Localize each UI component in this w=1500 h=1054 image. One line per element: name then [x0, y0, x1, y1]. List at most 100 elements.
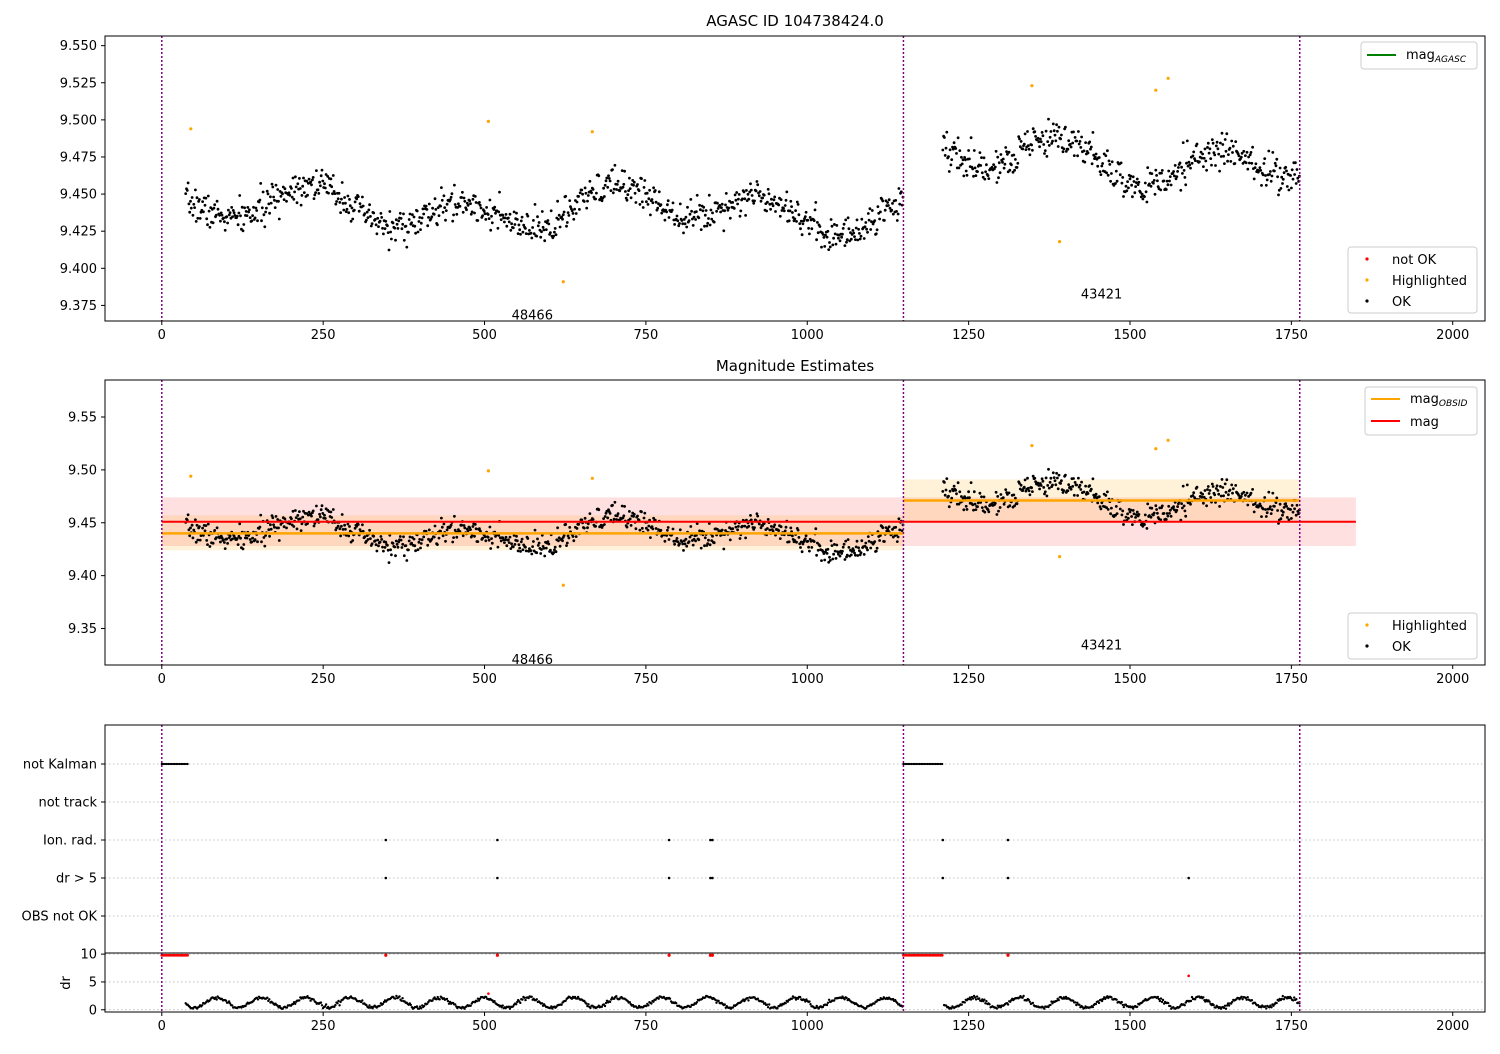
- data-point-ok: [1134, 185, 1137, 189]
- data-point-ok: [490, 214, 493, 218]
- data-point-ok: [426, 224, 430, 228]
- data-point-ok: [1156, 511, 1159, 515]
- data-point-ok: [841, 232, 844, 236]
- data-point-ok: [718, 204, 722, 207]
- dr-point: [336, 1002, 339, 1005]
- data-point-highlighted: [486, 469, 490, 473]
- data-point-ok: [1178, 161, 1182, 165]
- data-point-ok: [708, 223, 712, 227]
- data-point-ok: [518, 228, 522, 232]
- data-point-ok: [789, 526, 793, 530]
- data-point-ok: [442, 522, 446, 526]
- data-point-ok: [745, 189, 748, 192]
- data-point-ok: [1291, 510, 1295, 514]
- data-point-ok: [1055, 123, 1058, 127]
- data-point-ok: [453, 514, 456, 518]
- data-point-ok: [828, 241, 831, 244]
- data-point-ok: [1230, 483, 1234, 487]
- data-point-ok: [247, 210, 251, 214]
- dr-point: [436, 995, 439, 999]
- data-point-ok: [488, 198, 492, 202]
- data-point-ok: [741, 197, 744, 201]
- data-point-ok: [433, 524, 437, 528]
- data-point-ok: [766, 200, 769, 204]
- data-point-ok: [476, 540, 480, 543]
- data-point-ok: [463, 526, 467, 530]
- data-point-ok: [277, 199, 280, 203]
- data-point-ok: [1011, 170, 1015, 174]
- dr-point: [523, 996, 526, 999]
- data-point-ok: [566, 534, 570, 538]
- data-point-ok: [828, 559, 832, 562]
- data-point-ok: [829, 539, 833, 543]
- data-point-ok: [1162, 512, 1166, 515]
- dr-point: [1091, 1005, 1095, 1009]
- dr-point: [419, 1007, 423, 1010]
- data-point-ok: [980, 506, 984, 509]
- data-point-ok: [519, 232, 522, 236]
- data-point-ok: [1051, 122, 1055, 126]
- data-point-ok: [997, 509, 1000, 513]
- data-point-ok: [860, 539, 864, 543]
- data-point-ok: [363, 212, 367, 216]
- data-point-ok: [460, 523, 463, 527]
- data-point-ok: [499, 539, 503, 543]
- data-point-ok: [1217, 492, 1221, 496]
- data-point-ok: [547, 542, 551, 546]
- data-point-ok: [1293, 507, 1296, 511]
- x-tick-label: 1250: [952, 672, 985, 687]
- dr-point: [950, 1007, 953, 1010]
- data-point-ok: [1214, 164, 1217, 167]
- data-point-ok: [1296, 176, 1300, 180]
- data-point-ok: [1014, 158, 1017, 161]
- data-point-ok: [722, 547, 726, 551]
- data-point-ok: [1018, 482, 1021, 485]
- data-point-ok: [1077, 130, 1080, 133]
- data-point-ok: [383, 227, 387, 231]
- data-point-ok: [1021, 489, 1025, 492]
- data-point-ok: [348, 525, 351, 528]
- flag-point: [941, 762, 944, 766]
- data-point-ok: [1053, 479, 1057, 483]
- data-point-ok: [1057, 473, 1061, 477]
- data-point-ok: [1041, 134, 1045, 138]
- data-point-ok: [1089, 145, 1093, 149]
- data-point-ok: [1118, 507, 1122, 511]
- data-point-ok: [398, 211, 402, 215]
- data-point-ok: [1285, 169, 1288, 173]
- data-point-ok: [1140, 192, 1144, 196]
- data-point-ok: [1265, 178, 1269, 182]
- data-point-ok: [486, 535, 490, 539]
- data-point-ok: [394, 554, 397, 558]
- data-point-ok: [390, 553, 393, 557]
- data-point-ok: [448, 198, 452, 202]
- data-point-ok: [746, 192, 750, 196]
- data-point-ok: [481, 214, 484, 218]
- data-point-ok: [1002, 166, 1006, 170]
- data-point-ok: [466, 203, 470, 207]
- data-point-ok: [1284, 165, 1288, 169]
- data-point-ok: [1114, 169, 1118, 173]
- data-point-ok: [1019, 483, 1023, 487]
- data-point-ok: [695, 193, 699, 197]
- data-point-ok: [859, 234, 863, 238]
- data-point-ok: [565, 544, 568, 547]
- dr-point: [1031, 1001, 1035, 1005]
- data-point-ok: [228, 211, 232, 215]
- data-point-ok: [219, 540, 222, 544]
- data-point-ok: [201, 526, 205, 530]
- data-point-ok: [421, 207, 425, 211]
- data-point-ok: [1183, 176, 1187, 179]
- dr-point: [426, 1002, 429, 1005]
- data-point-ok: [827, 248, 831, 252]
- data-point-ok: [519, 219, 523, 223]
- data-point-ok: [777, 529, 781, 532]
- data-point-ok: [686, 205, 689, 209]
- data-point-ok: [271, 185, 275, 189]
- data-point-ok: [499, 218, 503, 222]
- data-point-ok: [300, 194, 304, 197]
- data-point-ok: [684, 215, 688, 219]
- data-point-ok: [981, 175, 985, 179]
- data-point-ok: [645, 526, 648, 530]
